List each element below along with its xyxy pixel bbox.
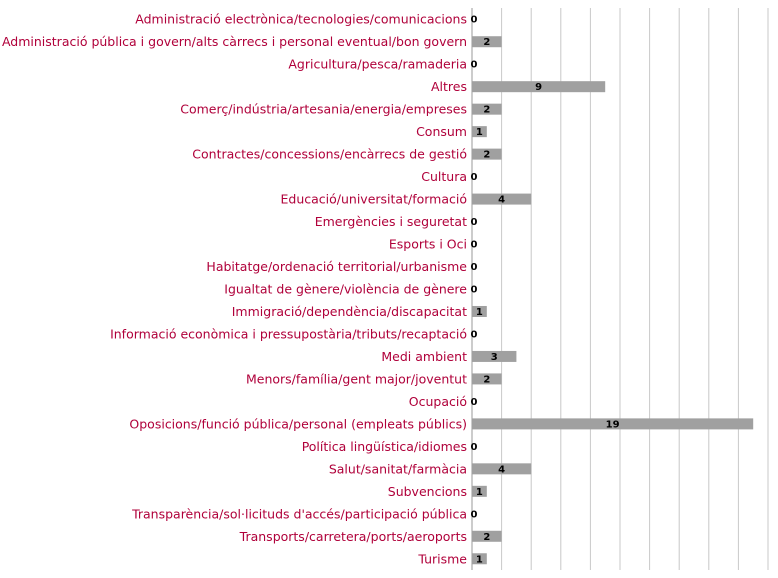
- data-label: 0: [471, 217, 478, 228]
- bar: [472, 193, 532, 205]
- category-label: Turisme: [417, 551, 467, 566]
- data-label: 4: [498, 464, 505, 475]
- bar: [472, 126, 487, 138]
- bar: [472, 305, 487, 317]
- bar: [472, 463, 532, 475]
- data-label: 2: [483, 374, 490, 385]
- category-label: Transparència/sol·licituds d'accés/parti…: [131, 506, 467, 521]
- data-label: 1: [476, 127, 483, 138]
- category-label: Agricultura/pesca/ramaderia: [288, 57, 467, 72]
- data-label: 0: [471, 15, 478, 26]
- bar: [472, 81, 606, 93]
- data-label: 3: [491, 352, 498, 363]
- data-label: 1: [476, 307, 483, 318]
- data-label: 2: [483, 150, 490, 161]
- category-label: Immigració/dependència/discapacitat: [232, 304, 467, 319]
- data-label: 0: [471, 262, 478, 273]
- bar: [472, 553, 487, 565]
- category-label: Consum: [416, 124, 467, 139]
- data-label: 19: [606, 419, 620, 430]
- category-label: Habitatge/ordenació territorial/urbanism…: [206, 259, 467, 274]
- category-label: Ocupació: [409, 394, 467, 409]
- bar: [472, 530, 502, 542]
- data-label: 0: [471, 240, 478, 251]
- category-label: Administració electrònica/tecnologies/co…: [135, 12, 467, 27]
- data-label: 0: [471, 442, 478, 453]
- data-label: 1: [476, 554, 483, 565]
- data-label: 2: [483, 105, 490, 116]
- data-label: 0: [471, 397, 478, 408]
- category-labels: Administració electrònica/tecnologies/co…: [2, 12, 467, 567]
- data-label: 0: [471, 509, 478, 520]
- category-label: Política lingüística/idiomes: [302, 439, 467, 454]
- category-label: Subvencions: [388, 484, 467, 499]
- bar: [472, 350, 517, 362]
- bar: [472, 418, 754, 430]
- bar: [472, 36, 502, 48]
- data-label: 2: [483, 532, 490, 543]
- category-label: Transports/carretera/ports/aeroports: [239, 529, 467, 544]
- category-label: Oposicions/funció pública/personal (empl…: [129, 416, 467, 431]
- data-label: 1: [476, 487, 483, 498]
- bars: [472, 36, 754, 565]
- category-label: Contractes/concessions/encàrrecs de gest…: [192, 147, 467, 162]
- category-label: Administració pública i govern/alts càrr…: [2, 34, 467, 49]
- data-label: 4: [498, 195, 505, 206]
- category-label: Educació/universitat/formació: [281, 192, 468, 207]
- bar: [472, 148, 502, 160]
- gridlines: [471, 8, 769, 570]
- category-label: Menors/família/gent major/joventut: [246, 371, 467, 386]
- category-label: Salut/sanitat/farmàcia: [329, 461, 467, 476]
- data-label: 0: [471, 172, 478, 183]
- category-label: Informació econòmica i pressupostària/tr…: [110, 326, 467, 341]
- data-label: 0: [471, 329, 478, 340]
- category-label: Emergències i seguretat: [315, 214, 467, 229]
- bar: [472, 103, 502, 115]
- data-label: 2: [483, 37, 490, 48]
- category-label: Medi ambient: [381, 349, 467, 364]
- bar: [472, 373, 502, 385]
- data-label: 0: [471, 285, 478, 296]
- category-label: Altres: [431, 79, 467, 94]
- data-label: 9: [535, 82, 542, 93]
- data-label: 0: [471, 60, 478, 71]
- category-label: Comerç/indústria/artesania/energia/empre…: [180, 102, 467, 117]
- category-label: Esports i Oci: [389, 237, 467, 252]
- bar: [472, 485, 487, 497]
- category-label: Igualtat de gènere/violència de gènere: [224, 282, 467, 297]
- category-label: Cultura: [421, 169, 467, 184]
